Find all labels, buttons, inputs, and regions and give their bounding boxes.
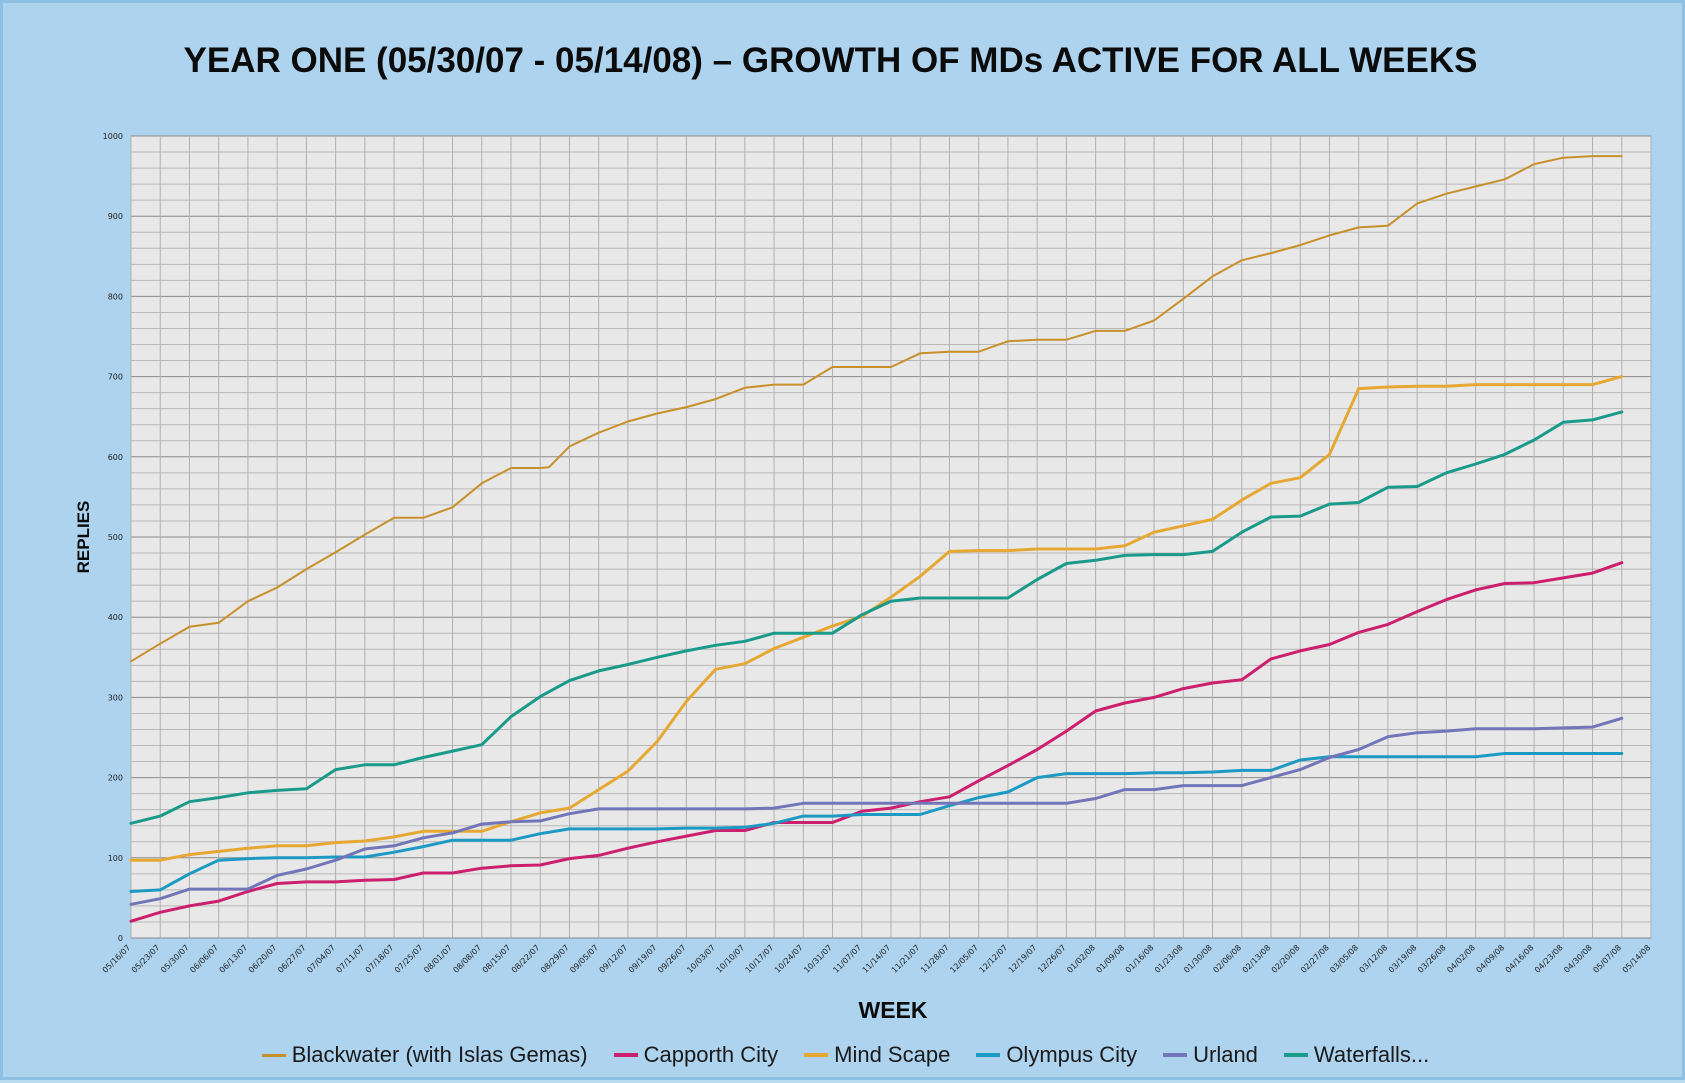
x-tick-label: 04/23/08 [1533,943,1565,975]
x-tick-label: 06/20/07 [247,943,279,975]
x-tick-label: 09/26/07 [656,943,688,975]
legend-swatch [613,1053,638,1057]
gridlines [130,135,1652,939]
x-tick-label: 10/10/07 [714,943,746,975]
x-tick-label: 04/09/08 [1474,943,1506,975]
x-tick-labels: 05/16/0705/23/0705/30/0706/06/0706/13/07… [101,943,1653,975]
x-tick-label: 08/15/07 [481,943,513,975]
series-line [129,752,1624,893]
x-axis-label: WEEK [859,997,928,1023]
x-tick-label: 07/04/07 [305,943,337,975]
x-tick-label: 11/07/07 [831,943,863,975]
data-series [129,155,1624,923]
x-tick-label: 08/22/07 [510,943,542,975]
legend-item: Mind Scape [804,1042,950,1068]
x-tick-label: 07/11/07 [334,943,366,975]
x-tick-label: 02/06/08 [1211,943,1243,975]
legend-label: Capporth City [643,1042,779,1067]
y-tick-label: 700 [108,373,123,382]
x-tick-label: 05/16/07 [101,943,133,975]
x-tick-label: 10/31/07 [802,943,834,975]
x-tick-label: 03/12/08 [1358,943,1390,975]
legend-swatch [976,1053,1001,1057]
legend-swatch [1283,1053,1308,1057]
x-tick-label: 04/30/08 [1562,943,1594,975]
x-tick-label: 07/18/07 [364,943,396,975]
y-axis-label: REPLIES [74,501,93,574]
series-line [129,410,1624,825]
x-tick-label: 05/30/07 [159,943,191,975]
legend-item: Waterfalls... [1283,1042,1430,1068]
series-line [129,561,1624,923]
legend-item: Urland [1163,1042,1258,1068]
x-tick-label: 07/25/07 [393,943,425,975]
x-tick-label: 01/09/08 [1094,943,1126,975]
y-tick-label: 900 [108,212,123,221]
x-tick-label: 05/14/08 [1621,943,1653,975]
x-tick-label: 02/27/08 [1299,943,1331,975]
x-tick-label: 04/02/08 [1445,943,1477,975]
legend-swatch [261,1053,286,1057]
series-line [129,716,1624,906]
x-tick-label: 11/28/07 [919,943,951,975]
x-tick-label: 12/05/07 [948,943,980,975]
chart-title: YEAR ONE (05/30/07 - 05/14/08) – GROWTH … [183,41,1478,80]
y-tick-label: 100 [108,854,123,863]
x-tick-label: 05/23/07 [130,943,162,975]
y-tick-label: 0 [118,934,123,943]
chart-legend: Blackwater (with Islas Gemas) Capporth Ci… [3,1042,1685,1068]
x-tick-label: 12/12/07 [978,943,1010,975]
x-tick-label: 01/16/08 [1124,943,1156,975]
legend-label: Olympus City [1006,1042,1138,1067]
y-tick-label: 600 [108,453,123,462]
x-tick-label: 10/03/07 [685,943,717,975]
y-tick-label: 200 [108,774,123,783]
y-tick-label: 1000 [103,132,123,141]
x-tick-label: 05/07/08 [1591,943,1623,975]
x-tick-label: 12/26/07 [1036,943,1068,975]
x-tick-label: 09/19/07 [627,943,659,975]
x-tick-label: 08/01/07 [422,943,454,975]
x-tick-label: 11/21/07 [890,943,922,975]
x-tick-label: 06/27/07 [276,943,308,975]
y-tick-labels: 0 100 200 300 400 500 600 700 800 900 1000 [103,132,123,943]
x-tick-label: 12/19/07 [1007,943,1039,975]
x-tick-label: 01/30/08 [1182,943,1214,975]
y-tick-label: 800 [108,292,123,301]
chart-canvas: 0 100 200 300 400 500 600 700 800 900 1000 05/16/0… [74,132,1653,1023]
x-tick-label: 09/05/07 [568,943,600,975]
legend-label: Urland [1193,1042,1258,1067]
series-line [130,155,1623,663]
x-tick-label: 01/02/08 [1065,943,1097,975]
x-tick-label: 10/17/07 [744,943,776,975]
x-tick-label: 08/08/07 [451,943,483,975]
legend-label: Mind Scape [834,1042,951,1067]
x-tick-label: 06/06/07 [188,943,220,975]
legend-item: Olympus City [976,1042,1137,1068]
x-tick-label: 01/23/08 [1153,943,1185,975]
x-tick-label: 04/16/08 [1504,943,1536,975]
legend-label: Blackwater (with Islas Gemas) [291,1042,588,1067]
x-tick-label: 02/20/08 [1270,943,1302,975]
y-tick-label: 400 [108,613,123,622]
y-tick-label: 300 [108,693,123,702]
x-tick-label: 03/05/08 [1328,943,1360,975]
x-tick-label: 10/24/07 [773,943,805,975]
x-tick-label: 06/13/07 [218,943,250,975]
x-tick-label: 02/13/08 [1241,943,1273,975]
x-tick-label: 09/12/07 [598,943,630,975]
x-tick-label: 03/26/08 [1416,943,1448,975]
x-tick-label: 08/29/07 [539,943,571,975]
legend-item: Blackwater (with Islas Gemas) [261,1042,588,1068]
legend-swatch [804,1053,829,1057]
legend-label: Waterfalls... [1313,1042,1430,1067]
x-tick-label: 03/19/08 [1387,943,1419,975]
legend-swatch [1163,1053,1188,1057]
legend-item: Capporth City [613,1042,779,1068]
y-tick-label: 500 [108,533,123,542]
x-tick-label: 11/14/07 [861,943,893,975]
